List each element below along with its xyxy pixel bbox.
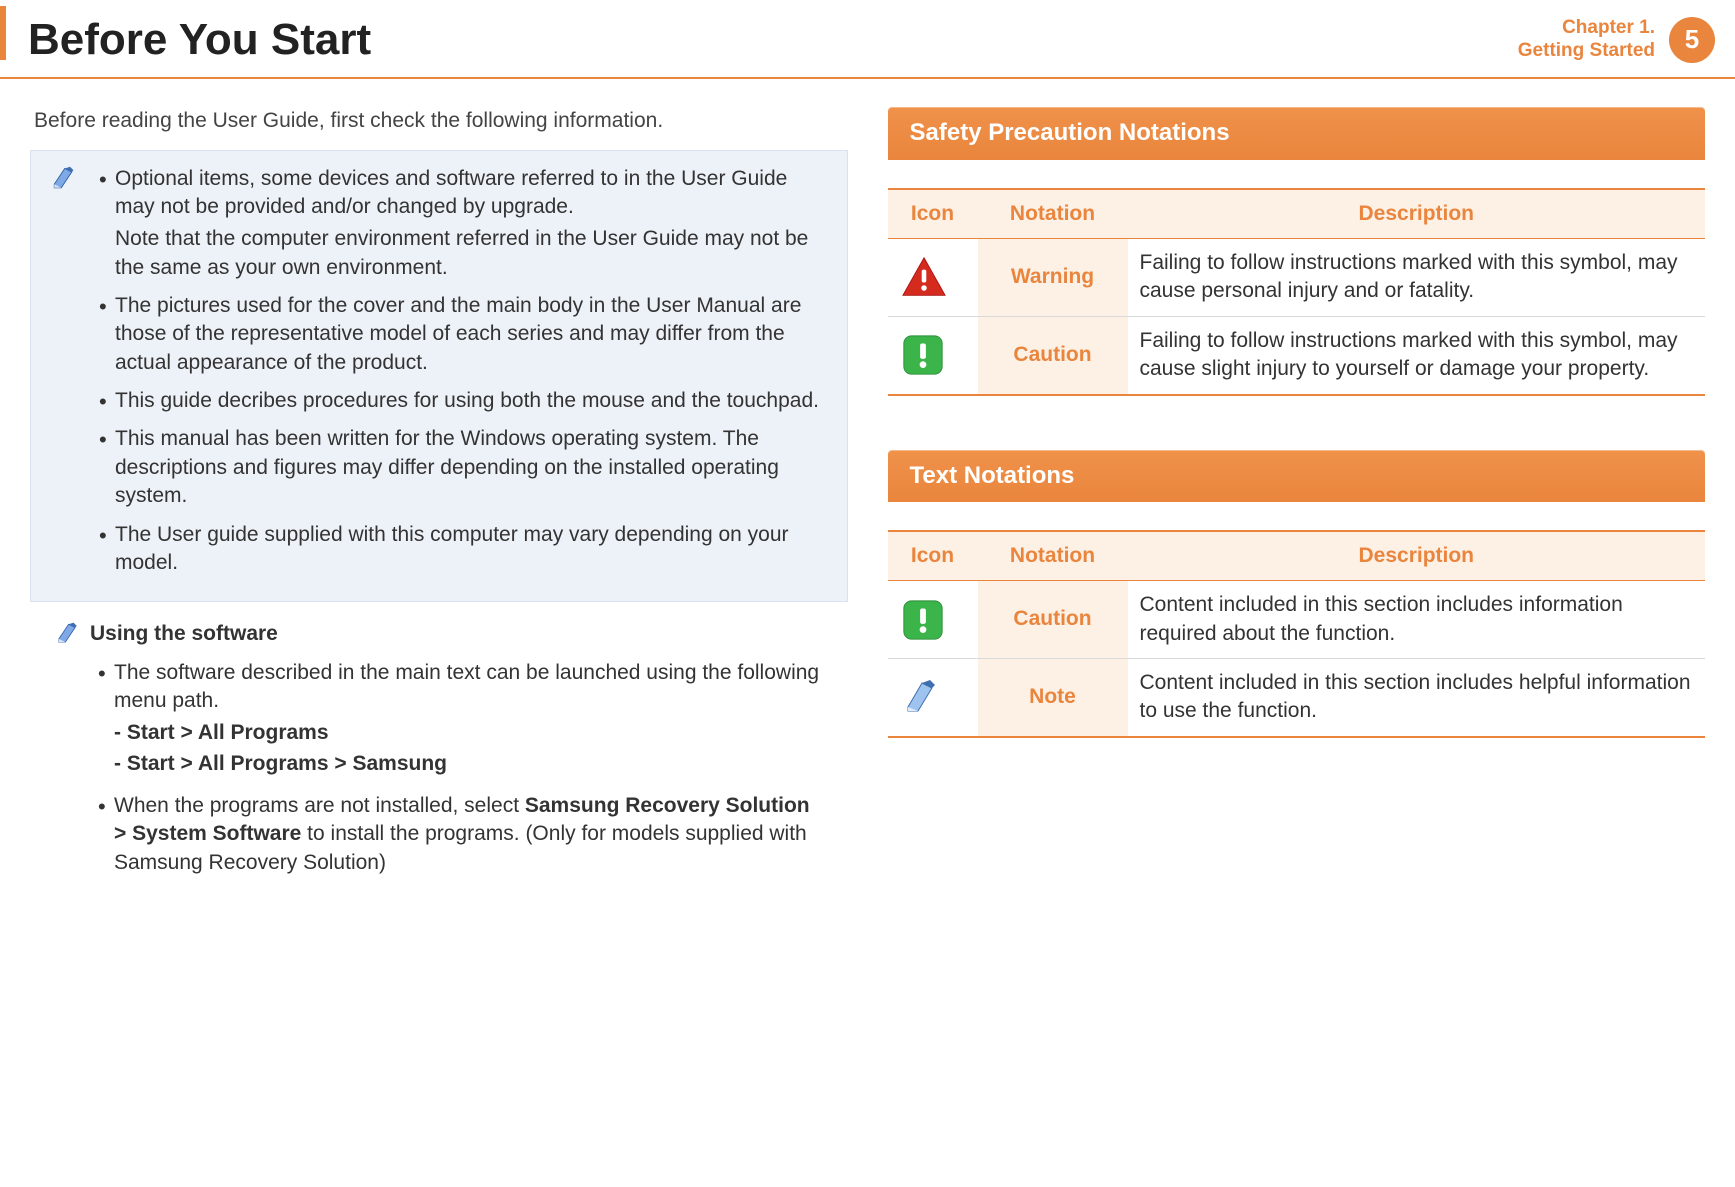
chapter-label: Chapter 1. Getting Started xyxy=(1518,17,1655,63)
table-row: Note Content included in this section in… xyxy=(888,658,1706,736)
cell-notation: Note xyxy=(978,658,1128,736)
note-item: This guide decribes procedures for using… xyxy=(101,387,827,415)
page-header: Before You Start Chapter 1. Getting Star… xyxy=(0,0,1735,79)
table-row: Warning Failing to follow instructions m… xyxy=(888,239,1706,317)
th-icon: Icon xyxy=(888,531,978,581)
left-column: Before reading the User Guide, first che… xyxy=(30,107,848,891)
note-item-text: Optional items, some devices and softwar… xyxy=(115,167,787,218)
software-item: The software described in the main text … xyxy=(100,659,828,778)
cell-description: Failing to follow instructions marked wi… xyxy=(1128,316,1706,394)
note-item-text: This guide decribes procedures for using… xyxy=(115,389,819,412)
section-banner: Safety Precaution Notations xyxy=(888,107,1706,159)
software-path: - Start > All Programs > Samsung xyxy=(114,752,447,775)
note-item-text: This manual has been written for the Win… xyxy=(115,427,779,507)
cell-notation: Caution xyxy=(978,581,1128,659)
table-row: Caution Failing to follow instructions m… xyxy=(888,316,1706,394)
safety-notations-table: Icon Notation Description xyxy=(888,188,1706,396)
software-heading: Using the software xyxy=(54,620,848,648)
th-notation: Notation xyxy=(978,189,1128,239)
header-right: Chapter 1. Getting Started 5 xyxy=(1518,17,1715,63)
cell-notation: Warning xyxy=(978,239,1128,317)
cell-description: Failing to follow instructions marked wi… xyxy=(1128,239,1706,317)
page-number-badge: 5 xyxy=(1669,17,1715,63)
software-item-lead: The software described in the main text … xyxy=(114,661,819,712)
software-list: The software described in the main text … xyxy=(30,659,848,877)
note-icon xyxy=(49,165,77,193)
software-item-html: When the programs are not installed, sel… xyxy=(114,794,810,874)
caution-icon xyxy=(900,597,966,643)
note-item-text: The pictures used for the cover and the … xyxy=(115,294,801,374)
caution-icon xyxy=(900,332,966,378)
th-description: Description xyxy=(1128,189,1706,239)
note-icon xyxy=(54,621,80,647)
note-list: Optional items, some devices and softwar… xyxy=(101,165,827,577)
note-box: Optional items, some devices and softwar… xyxy=(30,150,848,602)
warning-icon xyxy=(900,255,966,299)
note-item: Optional items, some devices and softwar… xyxy=(101,165,827,282)
page-title: Before You Start xyxy=(28,10,371,69)
chapter-line1: Chapter 1. xyxy=(1518,17,1655,40)
cell-notation: Caution xyxy=(978,316,1128,394)
note-item-sub: Note that the computer environment refer… xyxy=(115,225,827,282)
th-icon: Icon xyxy=(888,189,978,239)
text-notations-table: Icon Notation Description xyxy=(888,530,1706,738)
cell-description: Content included in this section include… xyxy=(1128,581,1706,659)
right-column: Safety Precaution Notations Icon Notatio… xyxy=(888,107,1706,891)
software-heading-text: Using the software xyxy=(90,620,278,648)
software-paths: - Start > All Programs - Start > All Pro… xyxy=(114,719,828,778)
th-description: Description xyxy=(1128,531,1706,581)
cell-icon xyxy=(888,658,978,736)
cell-description: Content included in this section include… xyxy=(1128,658,1706,736)
cell-icon xyxy=(888,581,978,659)
note-icon xyxy=(900,677,966,717)
cell-icon xyxy=(888,316,978,394)
intro-text: Before reading the User Guide, first che… xyxy=(30,107,848,135)
software-item: When the programs are not installed, sel… xyxy=(100,792,828,877)
table-row: Caution Content included in this section… xyxy=(888,581,1706,659)
chapter-line2: Getting Started xyxy=(1518,40,1655,63)
cell-icon xyxy=(888,239,978,317)
note-item-text: The User guide supplied with this comput… xyxy=(115,523,789,574)
note-item: The pictures used for the cover and the … xyxy=(101,292,827,377)
spacer xyxy=(888,396,1706,450)
software-path: - Start > All Programs xyxy=(114,721,329,744)
note-item: This manual has been written for the Win… xyxy=(101,425,827,510)
section-banner: Text Notations xyxy=(888,450,1706,502)
two-column-layout: Before reading the User Guide, first che… xyxy=(0,79,1735,891)
th-notation: Notation xyxy=(978,531,1128,581)
note-item: The User guide supplied with this comput… xyxy=(101,521,827,578)
